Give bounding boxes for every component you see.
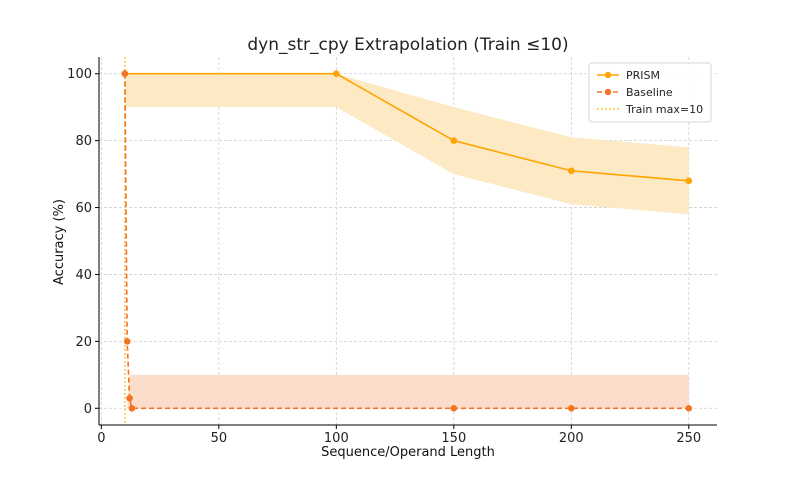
prism-legend-label: PRISM: [626, 69, 660, 82]
x-tick-label: 0: [97, 431, 105, 446]
baseline-legend-label: Baseline: [626, 86, 673, 99]
y-tick-label: 20: [75, 335, 92, 350]
baseline-point: [568, 404, 575, 412]
x-tick-label: 50: [211, 431, 228, 446]
prism-point: [568, 167, 575, 175]
y-tick-label: 60: [75, 201, 92, 216]
baseline-point: [685, 404, 693, 412]
legend-box: [588, 62, 712, 123]
prism-legend-marker: [604, 71, 612, 79]
y-tick-label: 80: [75, 134, 92, 149]
baseline-point: [121, 70, 129, 78]
x-tick-label: 250: [676, 431, 701, 446]
data-series: [121, 70, 693, 412]
train-max-10-legend-label: Train max=10: [625, 103, 703, 116]
prism-confidence-band: [124, 73, 689, 215]
x-tick-label: 200: [559, 431, 584, 446]
prism-point: [333, 70, 340, 78]
axes: [95, 57, 717, 429]
x-tick-label: 150: [441, 431, 466, 446]
confidence-bands: [124, 73, 689, 409]
baseline-legend-marker: [604, 88, 612, 96]
baseline-point: [128, 404, 136, 412]
y-tick-label: 40: [75, 268, 92, 283]
baseline-point: [450, 404, 458, 412]
y-tick-label: 100: [67, 67, 92, 82]
chart-title: dyn_str_cpy Extrapolation (Train ≤10): [247, 35, 568, 55]
y-tick-label: 0: [84, 402, 92, 417]
x-tick-label: 100: [324, 431, 349, 446]
tick-labels: 0 50 100 150 200 250 0 20 40 60 80 100: [67, 67, 701, 446]
y-axis-label: Accuracy (%): [52, 199, 67, 285]
x-axis-label: Sequence/Operand Length: [321, 445, 495, 460]
prism-point: [685, 177, 693, 185]
baseline-point: [123, 338, 131, 345]
prism-point: [450, 137, 458, 144]
baseline-confidence-band: [124, 374, 689, 409]
baseline-point: [126, 394, 133, 402]
legend: PRISM Baseline Train max=10: [588, 62, 712, 123]
